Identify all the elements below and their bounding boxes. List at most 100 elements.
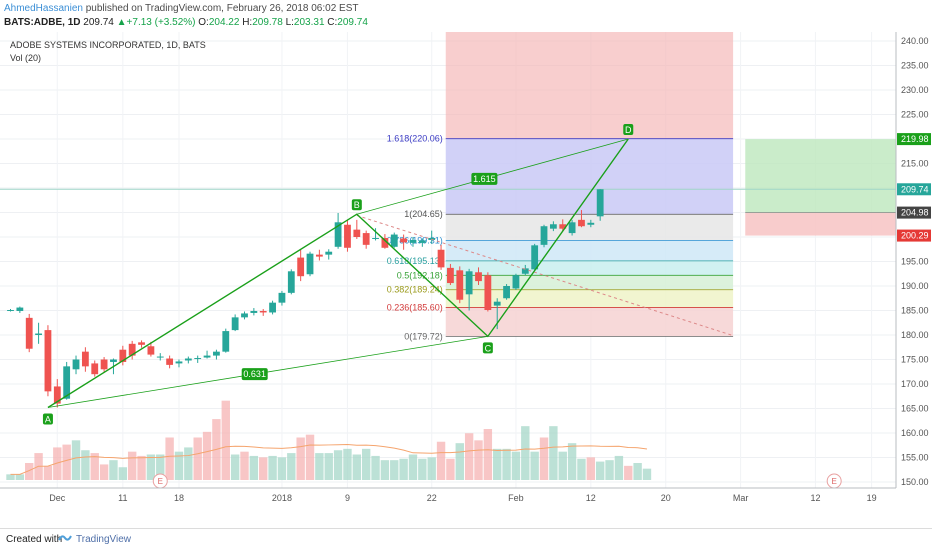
volume-bar	[333, 450, 343, 480]
volume-bar	[15, 474, 25, 480]
time-tick-label: 22	[427, 493, 437, 503]
candle	[184, 356, 192, 364]
candle	[362, 230, 370, 249]
price-axis: 150.00 155.00 160.00 165.00 170.00 175.00 180.…	[897, 36, 931, 487]
candle-body	[465, 271, 473, 295]
change-arrow: ▲	[116, 17, 127, 28]
volume-bar	[184, 447, 193, 480]
fibonacci-zones: 1.618(220.06)1(204.65)0.786(199.31)0.618…	[387, 32, 734, 341]
time-tick-label: 19	[867, 493, 877, 503]
candle-body	[287, 271, 295, 293]
price-chart[interactable]: 1.618(220.06)1(204.65)0.786(199.31)0.618…	[0, 32, 932, 524]
candle	[549, 221, 557, 232]
volume-bar	[577, 458, 586, 480]
volume-bar	[221, 400, 230, 480]
volume-bar	[418, 458, 427, 480]
volume-bar	[25, 463, 34, 480]
candle-body	[381, 237, 389, 248]
candle-body	[531, 245, 539, 270]
candle	[381, 234, 389, 249]
volume-bar	[605, 460, 614, 480]
candle	[418, 238, 426, 247]
brand-label[interactable]: TradingView	[76, 534, 132, 545]
candle-body	[53, 386, 61, 404]
volume-bar	[539, 437, 549, 480]
volume-bar	[567, 443, 577, 480]
candle-body	[44, 330, 52, 392]
candle	[203, 350, 211, 359]
time-tick-label: 20	[661, 493, 671, 503]
candle-body	[241, 313, 248, 318]
time-axis: Dec 11 18 2018 9 22 Feb 12 20 Mar 12 19	[49, 493, 876, 503]
candle-body	[91, 363, 99, 375]
pattern-path	[47, 138, 629, 409]
candle	[166, 355, 174, 369]
candle-body	[475, 272, 482, 282]
price-tick-label: 230.00	[901, 85, 929, 95]
candle-body	[147, 346, 155, 355]
chart-area[interactable]: 1.618(220.06)1(204.65)0.786(199.31)0.618…	[0, 32, 932, 524]
candle	[297, 249, 305, 282]
pattern-point-label: C	[485, 343, 492, 353]
candle-body	[587, 222, 595, 225]
volume-bar	[268, 455, 277, 480]
created-with-label: Created with	[6, 534, 63, 545]
candle	[306, 251, 314, 277]
candle-body	[231, 317, 239, 331]
pattern-ac-line	[47, 335, 488, 408]
legend-volume: Vol (20)	[10, 53, 42, 63]
volume-bar	[493, 448, 502, 480]
abcd-pattern: A B C D 0.631 1.615	[42, 124, 634, 425]
volume-bar	[259, 457, 268, 480]
candle	[400, 234, 408, 250]
volume-bar	[137, 455, 146, 480]
price-tick-label: 165.00	[901, 404, 929, 414]
volume-bar	[446, 458, 455, 480]
fib-zone	[445, 260, 734, 276]
price-label-text: 204.98	[901, 208, 929, 218]
volume-ma-line	[10, 443, 648, 475]
candle	[447, 263, 454, 286]
candle-body	[493, 301, 501, 306]
volume-bar	[127, 451, 137, 480]
candle	[7, 309, 14, 312]
candle-body	[72, 359, 80, 370]
candle-body	[325, 251, 333, 255]
high-label: H:	[242, 17, 253, 28]
candle-body	[512, 275, 520, 289]
candle	[475, 267, 482, 286]
open-label: O:	[198, 17, 209, 28]
candle	[353, 219, 361, 239]
candle-body	[559, 224, 567, 229]
volume-bar	[174, 451, 184, 480]
candle	[287, 269, 295, 295]
candle	[119, 345, 127, 366]
author-link[interactable]: AhmedHassanien	[4, 3, 83, 14]
candle-body	[372, 237, 379, 239]
volume-bar	[427, 457, 436, 480]
price-tick-label: 155.00	[901, 453, 929, 463]
target-zone-green	[745, 139, 896, 213]
candle	[250, 308, 258, 316]
price-tick-label: 180.00	[901, 330, 929, 340]
candle-body	[409, 239, 417, 243]
volume-bar	[165, 437, 174, 480]
candle	[540, 224, 548, 248]
candle-body	[334, 222, 342, 247]
volume-bar	[502, 448, 511, 480]
candle	[156, 353, 164, 361]
candle	[409, 237, 417, 247]
price-tick-label: 175.00	[901, 355, 929, 365]
volume-bar	[483, 429, 493, 480]
candle-body	[362, 233, 370, 245]
candle-body	[119, 349, 127, 362]
time-tick-label: Mar	[733, 493, 749, 503]
candle-body	[222, 331, 230, 352]
volume-bar	[390, 460, 399, 480]
candle-body	[63, 366, 71, 399]
candle-body	[344, 224, 351, 248]
change-value: +7.13 (+3.52%)	[126, 17, 196, 28]
time-tick-label: 9	[345, 493, 350, 503]
candle	[81, 347, 89, 372]
fib-level-label: 0.382(189.24)	[387, 285, 443, 295]
